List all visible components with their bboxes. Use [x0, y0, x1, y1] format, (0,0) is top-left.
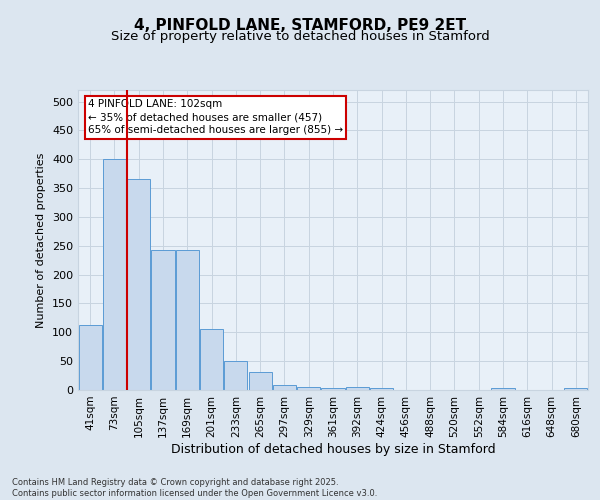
Bar — [151, 250, 175, 390]
Bar — [322, 388, 344, 390]
Bar — [79, 325, 101, 390]
Bar — [273, 385, 296, 390]
Bar — [370, 388, 393, 390]
X-axis label: Distribution of detached houses by size in Stamford: Distribution of detached houses by size … — [170, 442, 496, 456]
Bar — [297, 386, 320, 390]
Bar — [176, 250, 199, 390]
Bar — [565, 388, 587, 390]
Bar — [127, 180, 150, 390]
Bar — [103, 159, 126, 390]
Text: Contains HM Land Registry data © Crown copyright and database right 2025.
Contai: Contains HM Land Registry data © Crown c… — [12, 478, 377, 498]
Text: 4 PINFOLD LANE: 102sqm
← 35% of detached houses are smaller (457)
65% of semi-de: 4 PINFOLD LANE: 102sqm ← 35% of detached… — [88, 99, 343, 136]
Bar — [200, 330, 223, 390]
Bar — [491, 388, 515, 390]
Text: 4, PINFOLD LANE, STAMFORD, PE9 2ET: 4, PINFOLD LANE, STAMFORD, PE9 2ET — [134, 18, 466, 32]
Text: Size of property relative to detached houses in Stamford: Size of property relative to detached ho… — [110, 30, 490, 43]
Bar — [224, 361, 247, 390]
Bar — [248, 372, 272, 390]
Y-axis label: Number of detached properties: Number of detached properties — [37, 152, 46, 328]
Bar — [346, 386, 369, 390]
